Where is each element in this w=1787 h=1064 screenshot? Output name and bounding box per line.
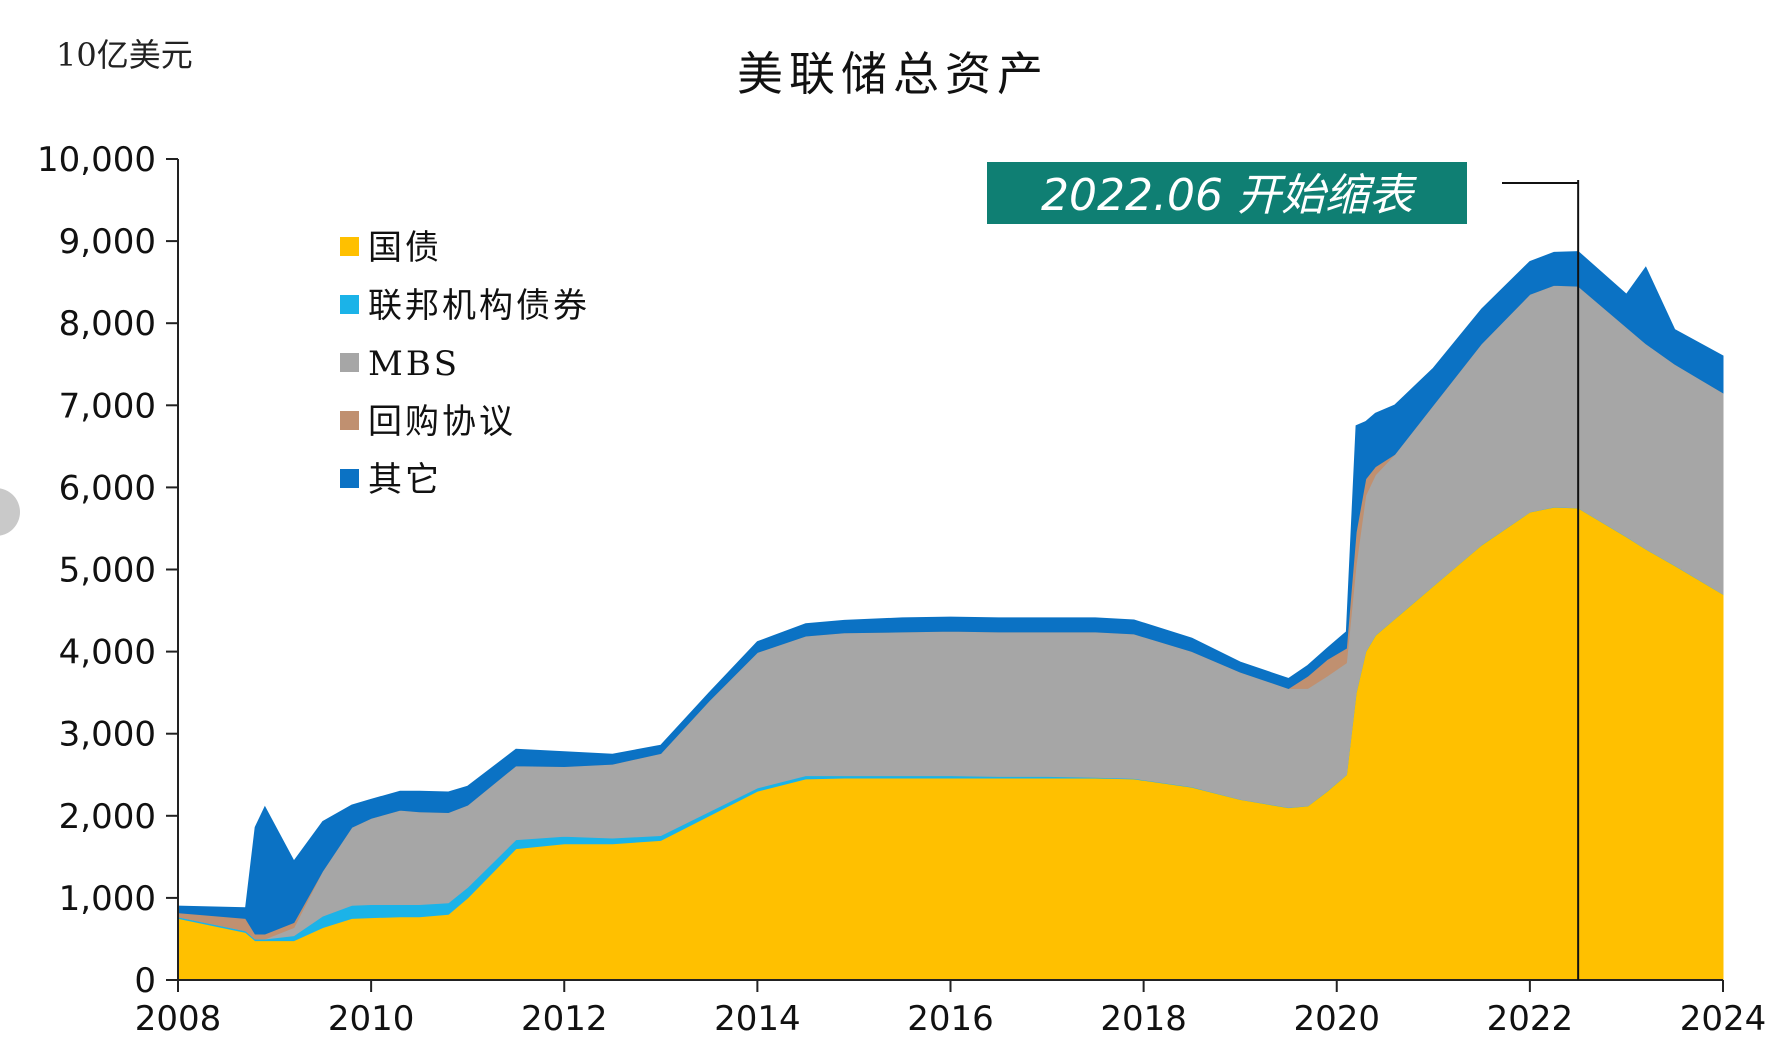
x-tick-label: 2014: [714, 999, 801, 1039]
annotation-box: [987, 162, 1467, 224]
legend-swatch-repo: [340, 411, 359, 430]
legend-label-repo: 回购协议: [368, 402, 516, 442]
legend-swatch-mbs: [340, 353, 359, 372]
scroll-indicator: [0, 488, 20, 536]
legend-swatch-treasury: [340, 237, 359, 256]
y-tick-label: 1,000: [59, 879, 156, 919]
annotation-text: 2022.06 开始缩表: [1041, 170, 1417, 221]
annotation: 2022.06 开始缩表: [987, 162, 1580, 980]
x-tick-label: 2012: [521, 999, 608, 1039]
y-tick-label: 5,000: [59, 551, 156, 591]
legend-label-treasury: 国债: [368, 228, 442, 268]
legend-label-mbs: MBS: [368, 344, 460, 384]
y-tick-label: 7,000: [59, 386, 156, 426]
x-tick-label: 2016: [907, 999, 994, 1039]
y-tick-label: 0: [134, 961, 156, 1001]
chart-title: 美联储总资产: [737, 47, 1049, 101]
legend-label-agency: 联邦机构债券: [368, 286, 590, 326]
y-tick-label: 9,000: [59, 222, 156, 262]
area-other: [177, 251, 1724, 935]
x-tick-label: 2022: [1487, 999, 1574, 1039]
legend-swatch-other: [340, 469, 359, 488]
y-tick-label: 2,000: [59, 797, 156, 837]
y-axis-unit-label: 10亿美元: [56, 36, 193, 74]
x-tick-label: 2008: [135, 999, 222, 1039]
x-tick-label: 2024: [1680, 999, 1767, 1039]
x-tick-label: 2010: [328, 999, 415, 1039]
legend-label-other: 其它: [368, 460, 442, 500]
x-tick-label: 2018: [1100, 999, 1187, 1039]
legend-swatch-agency: [340, 295, 359, 314]
y-tick-label: 6,000: [59, 468, 156, 508]
y-tick-label: 10,000: [37, 140, 156, 180]
y-tick-label: 8,000: [59, 304, 156, 344]
y-tick-label: 4,000: [59, 633, 156, 673]
x-tick-label: 2020: [1293, 999, 1380, 1039]
axes: 0 1,000 2,000 3,000 4,000 5,000 6,000 7,000 8,00…: [37, 140, 1766, 1039]
y-tick-label: 3,000: [59, 715, 156, 755]
